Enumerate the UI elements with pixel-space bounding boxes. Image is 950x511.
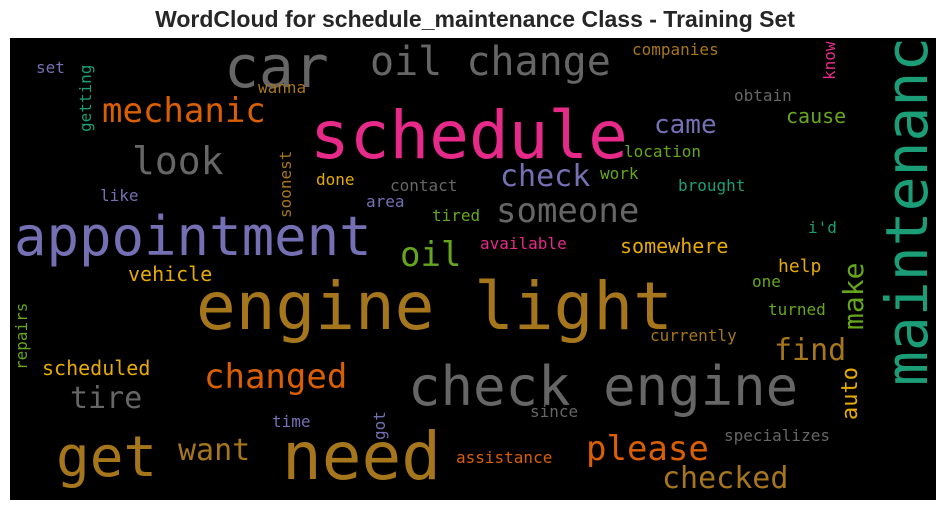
word-companies: companies xyxy=(632,40,719,59)
word-get: get xyxy=(56,425,158,490)
word-obtain: obtain xyxy=(734,86,792,105)
word-checked: checked xyxy=(662,461,789,496)
word-currently: currently xyxy=(650,326,737,345)
word-help: help xyxy=(778,256,822,277)
word-assistance: assistance xyxy=(456,448,553,467)
word-set: set xyxy=(36,58,65,77)
word-time: time xyxy=(272,412,311,431)
word-engine-light: engine light xyxy=(196,268,673,345)
word-find: find xyxy=(774,333,847,368)
word-brought: brought xyxy=(678,176,746,195)
word-tired: tired xyxy=(432,206,481,225)
word-know: know xyxy=(820,41,839,80)
word-getting: getting xyxy=(76,64,95,132)
word-need: need xyxy=(282,418,441,495)
word-came: came xyxy=(654,110,717,140)
word-someone: someone xyxy=(496,191,640,231)
word-available: available xyxy=(480,234,567,253)
word-appointment: appointment xyxy=(14,205,372,268)
word-tire: tire xyxy=(70,381,143,416)
word-car: car xyxy=(224,38,329,101)
word-turned: turned xyxy=(768,300,826,319)
word-check-engine: check engine xyxy=(408,355,799,418)
word-like: like xyxy=(100,186,139,205)
word-mechanic: mechanic xyxy=(102,91,266,131)
word-cloud: schedule need engine light maintenance check… xyxy=(10,38,936,500)
word-somewhere: somewhere xyxy=(620,234,729,258)
word-since: since xyxy=(530,402,579,421)
word-schedule: schedule xyxy=(310,97,628,174)
word-contact: contact xyxy=(390,176,458,195)
word-area: area xyxy=(366,192,405,211)
word-auto: auto xyxy=(838,367,863,420)
word-maintenance: maintenance xyxy=(873,38,936,386)
word-oil-change: oil change xyxy=(370,39,611,85)
word-look: look xyxy=(132,139,224,183)
word-oil: oil xyxy=(400,235,462,275)
word-changed: changed xyxy=(204,357,348,397)
word-work: work xyxy=(600,164,639,183)
word-i-d: i'd xyxy=(808,218,837,237)
word-location: location xyxy=(624,142,702,161)
word-want: want xyxy=(178,433,251,468)
word-done: done xyxy=(316,170,355,189)
word-scheduled: scheduled xyxy=(42,356,151,380)
word-soonest: soonest xyxy=(276,150,295,218)
word-check: check xyxy=(500,159,591,194)
word-wanna: wanna xyxy=(258,78,307,97)
word-please: please xyxy=(586,429,709,469)
chart-title: WordCloud for schedule_maintenance Class… xyxy=(155,6,795,32)
word-one: one xyxy=(752,272,781,291)
word-got: got xyxy=(370,411,389,440)
word-cause: cause xyxy=(786,104,847,128)
word-vehicle: vehicle xyxy=(128,262,213,286)
word-repairs: repairs xyxy=(12,302,31,370)
word-make: make xyxy=(837,262,870,330)
word-specializes: specializes xyxy=(724,426,830,445)
